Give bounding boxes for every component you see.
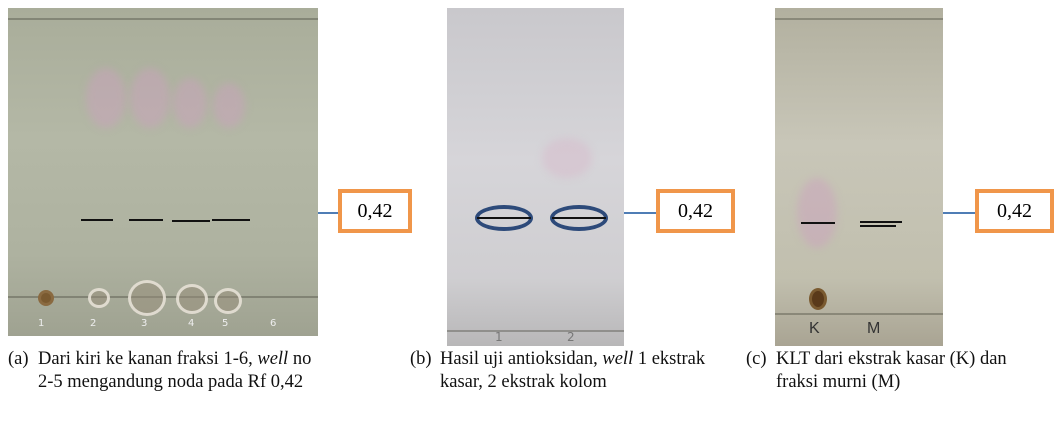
tlc-plate-b: 1 2 [447, 8, 624, 346]
caption-marker: (a) [8, 348, 38, 394]
lane-label: 3 [141, 318, 147, 329]
caption-text: Hasil uji antioksidan, [440, 349, 602, 369]
lane-label: 2 [567, 330, 575, 344]
caption-marker: (b) [410, 348, 440, 394]
figure: 1 2 3 4 5 6 0,42 (a) Dari kiri ke kanan … [0, 0, 1056, 439]
caption: (a) Dari kiri ke kanan fraksi 1-6, well … [8, 348, 318, 394]
caption-italic: well [257, 349, 288, 369]
lane-label: 2 [90, 318, 96, 329]
caption-marker: (c) [746, 348, 776, 394]
rf-value-box: 0,42 [975, 189, 1054, 233]
lane-label: 1 [38, 318, 44, 329]
lane-label: 1 [495, 330, 503, 344]
lane-label: K [809, 320, 820, 338]
rf-value-box: 0,42 [656, 189, 735, 233]
lane-label: 4 [188, 318, 194, 329]
caption-italic: well [602, 349, 633, 369]
lane-label: 6 [270, 318, 276, 329]
tlc-plate-c: K M [775, 8, 943, 346]
caption-text: KLT dari ekstrak kasar (K) dan fraksi mu… [776, 348, 1016, 394]
tlc-plate-a: 1 2 3 4 5 6 [8, 8, 318, 336]
caption: (b) Hasil uji antioksidan, well 1 ekstra… [410, 348, 750, 394]
rf-value-box: 0,42 [338, 189, 412, 233]
caption: (c) KLT dari ekstrak kasar (K) dan fraks… [746, 348, 1056, 394]
lane-label: 5 [222, 318, 228, 329]
lane-label: M [867, 320, 880, 338]
caption-text: Dari kiri ke kanan fraksi 1-6, [38, 349, 257, 369]
